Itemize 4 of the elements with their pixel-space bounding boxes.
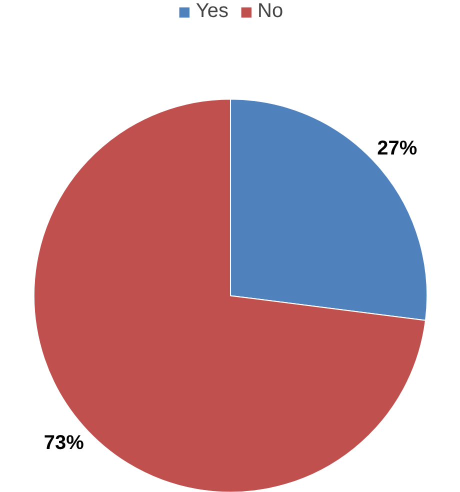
legend-label: No — [258, 0, 284, 23]
data-label: 27% — [377, 138, 418, 160]
legend-label: Yes — [196, 0, 229, 23]
data-label: 73% — [44, 432, 84, 454]
